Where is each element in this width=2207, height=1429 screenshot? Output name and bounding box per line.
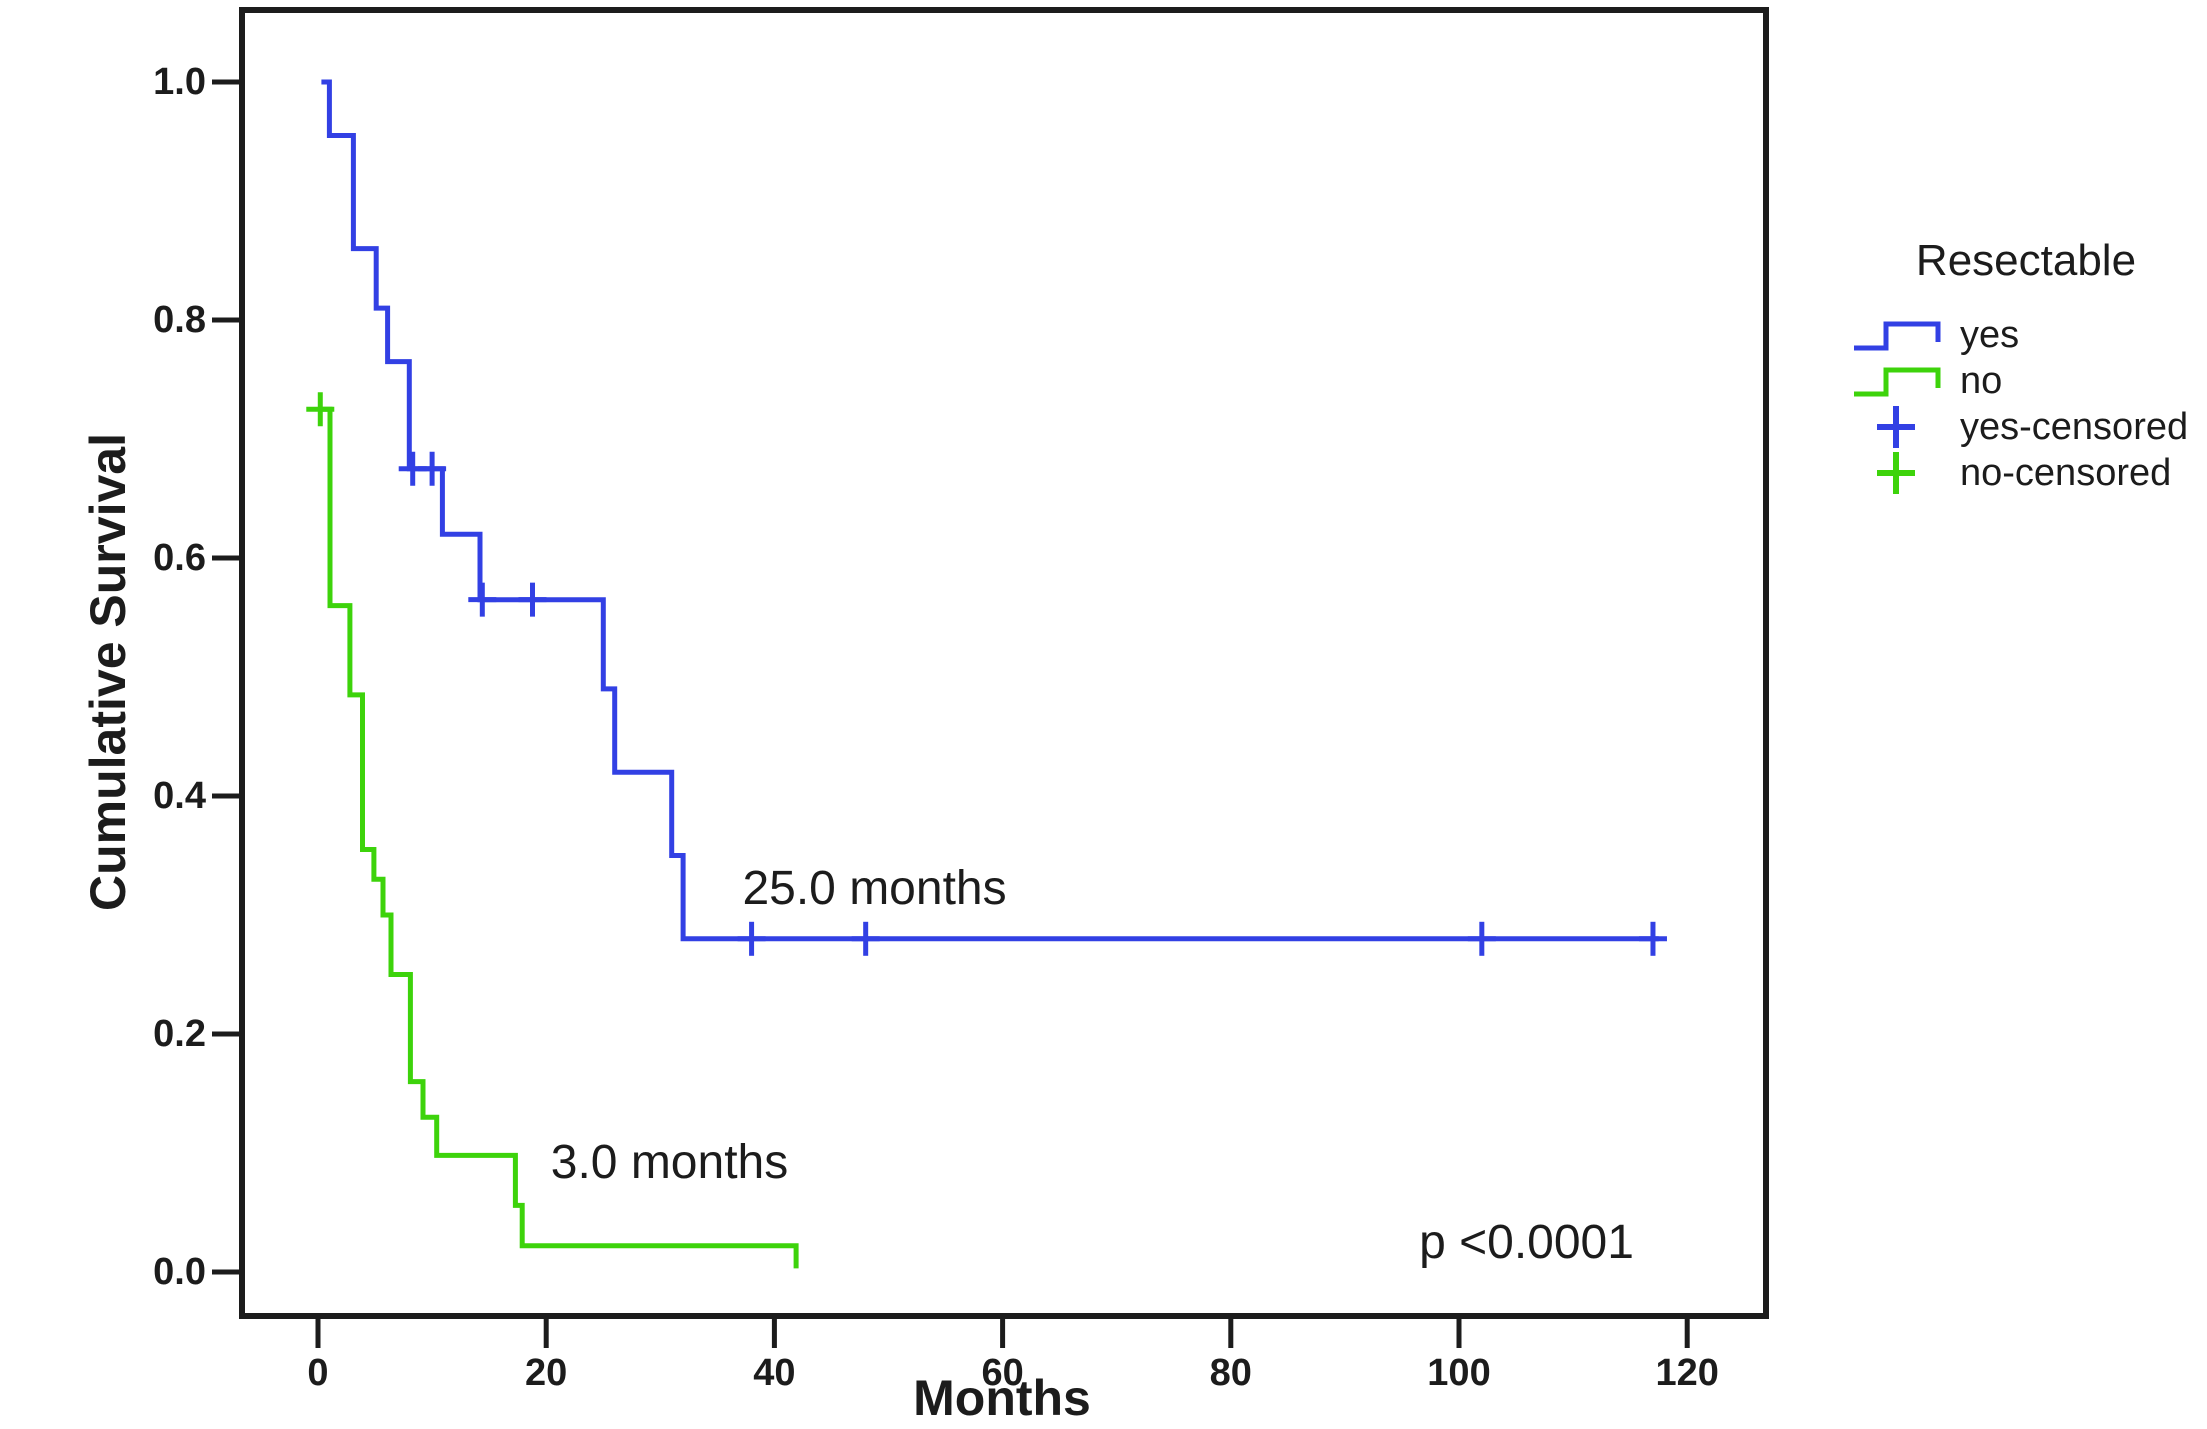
x-tick-label: 20 [525,1352,568,1394]
legend-entry-label: yes-censored [1960,405,2189,448]
x-tick-label: 100 [1427,1352,1491,1394]
yes-censored-plus-icon [1846,404,1958,450]
legend-title: Resectable [1915,236,2137,285]
step-line-icon [1854,321,1941,351]
y-tick-label: 0.4 [153,775,206,817]
y-tick-label: 0.8 [153,299,206,341]
legend-entry-yes-censored: yes-censored [1846,404,2206,450]
x-tick-label: 40 [753,1352,796,1394]
no-step-line-icon [1846,358,1958,404]
x-tick-label: 0 [307,1352,329,1394]
median-annotation-no: 3.0 months [550,1135,789,1189]
legend-entry-no-censored: no-censored [1846,450,2206,496]
y-tick-label: 0.0 [153,1251,206,1293]
legend-entry-label: no [1960,359,2003,402]
y-tick-label: 0.2 [153,1013,206,1055]
legend-entry-label: no-censored [1960,451,2172,494]
plus-marker-icon [1877,406,1915,448]
yes-survival-curve [321,79,1659,942]
x-tick-label: 120 [1655,1352,1719,1394]
y-axis-title: Cumulative Survival [80,433,136,911]
y-tick-label: 0.6 [153,537,206,579]
legend-entry-no: no [1846,358,2206,404]
p-value-annotation: p <0.0001 [1419,1215,1634,1269]
step-line-icon [1854,367,1941,397]
yes-step-line-icon [1846,312,1958,358]
legend-entry-label: yes [1960,313,2020,356]
legend: Resectable yes no yes-censored no-censor… [1846,236,2206,496]
median-annotation-yes: 25.0 months [742,861,1007,915]
no-survival-curve [318,406,799,1269]
x-tick-label: 60 [981,1352,1024,1394]
y-tick-label: 1.0 [153,61,206,103]
x-axis-title: Months [913,1370,1091,1426]
x-tick-label: 80 [1209,1352,1252,1394]
plus-marker-icon [1877,452,1915,494]
legend-entry-yes: yes [1846,312,2206,358]
plot-frame [239,7,1769,1319]
no-censored-plus-icon [1846,450,1958,496]
